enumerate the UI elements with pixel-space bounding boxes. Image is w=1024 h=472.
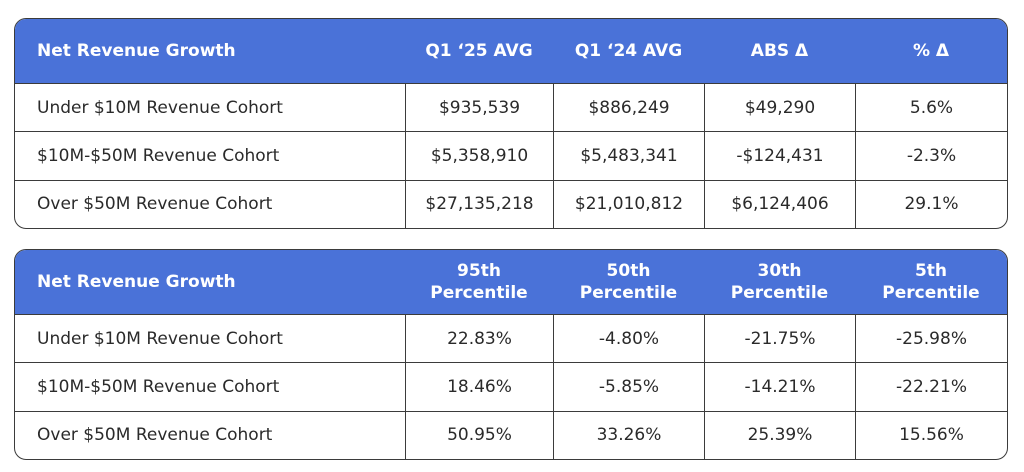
header-30th-percentile: 30th Percentile	[704, 250, 855, 314]
q1-24-value: $5,483,341	[553, 131, 704, 180]
q1-25-value: $27,135,218	[405, 179, 553, 228]
header-line-2: Percentile	[730, 283, 829, 303]
header-50th-percentile: 50th Percentile	[553, 250, 704, 314]
p95-value: 18.46%	[405, 362, 553, 411]
pct-delta-value: 29.1%	[855, 179, 1007, 228]
table-header-row: Net Revenue Growth 95th Percentile 50th …	[15, 250, 1007, 314]
table-header-row: Net Revenue Growth Q1 ‘25 AVG Q1 ‘24 AVG…	[15, 19, 1007, 83]
cohort-label: Under $10M Revenue Cohort	[15, 83, 405, 131]
cohort-label: Over $50M Revenue Cohort	[15, 179, 405, 228]
p50-value: -4.80%	[553, 314, 704, 363]
header-line-2: Percentile	[579, 283, 678, 303]
header-line-2: Percentile	[430, 283, 528, 303]
table-row: $10M-$50M Revenue Cohort $5,358,910 $5,4…	[15, 131, 1007, 180]
revenue-growth-percentile-table: Net Revenue Growth 95th Percentile 50th …	[14, 249, 1008, 460]
p30-value: 25.39%	[704, 410, 855, 459]
header-95th-percentile: 95th Percentile	[405, 250, 553, 314]
p30-value: -14.21%	[704, 362, 855, 411]
pct-delta-value: 5.6%	[855, 83, 1007, 132]
table-row: Over $50M Revenue Cohort $27,135,218 $21…	[15, 179, 1007, 228]
cohort-label: Under $10M Revenue Cohort	[15, 314, 405, 362]
header-net-revenue-growth: Net Revenue Growth	[15, 19, 405, 83]
abs-delta-value: $6,124,406	[704, 179, 855, 228]
header-q1-25-avg: Q1 ‘25 AVG	[405, 19, 553, 83]
table-row: Over $50M Revenue Cohort 50.95% 33.26% 2…	[15, 410, 1007, 459]
header-q1-24-avg: Q1 ‘24 AVG	[553, 19, 704, 83]
header-5th-percentile: 5th Percentile	[855, 250, 1007, 314]
header-line-1: 50th	[606, 261, 651, 281]
p50-value: -5.85%	[553, 362, 704, 411]
cohort-label: $10M-$50M Revenue Cohort	[15, 362, 405, 410]
p5-value: 15.56%	[855, 410, 1007, 459]
header-line-1: 30th	[757, 261, 802, 281]
q1-24-value: $21,010,812	[553, 179, 704, 228]
header-line-2: Percentile	[882, 283, 980, 303]
table-row: Under $10M Revenue Cohort 22.83% -4.80% …	[15, 314, 1007, 363]
abs-delta-value: -$124,431	[704, 131, 855, 180]
p95-value: 22.83%	[405, 314, 553, 363]
p95-value: 50.95%	[405, 410, 553, 459]
p30-value: -21.75%	[704, 314, 855, 363]
pct-delta-value: -2.3%	[855, 131, 1007, 180]
cohort-label: Over $50M Revenue Cohort	[15, 410, 405, 459]
header-line-1: 95th	[457, 261, 501, 281]
abs-delta-value: $49,290	[704, 83, 855, 132]
revenue-growth-average-table: Net Revenue Growth Q1 ‘25 AVG Q1 ‘24 AVG…	[14, 18, 1008, 229]
header-net-revenue-growth: Net Revenue Growth	[15, 250, 405, 314]
header-abs-delta: ABS Δ	[704, 19, 855, 83]
header-line-1: 5th	[914, 261, 948, 281]
q1-24-value: $886,249	[553, 83, 704, 132]
q1-25-value: $935,539	[405, 83, 553, 132]
p50-value: 33.26%	[553, 410, 704, 459]
p5-value: -22.21%	[855, 362, 1007, 411]
p5-value: -25.98%	[855, 314, 1007, 363]
table-row: $10M-$50M Revenue Cohort 18.46% -5.85% -…	[15, 362, 1007, 411]
header-pct-delta: % Δ	[855, 19, 1007, 83]
cohort-label: $10M-$50M Revenue Cohort	[15, 131, 405, 179]
q1-25-value: $5,358,910	[405, 131, 553, 180]
table-row: Under $10M Revenue Cohort $935,539 $886,…	[15, 83, 1007, 132]
